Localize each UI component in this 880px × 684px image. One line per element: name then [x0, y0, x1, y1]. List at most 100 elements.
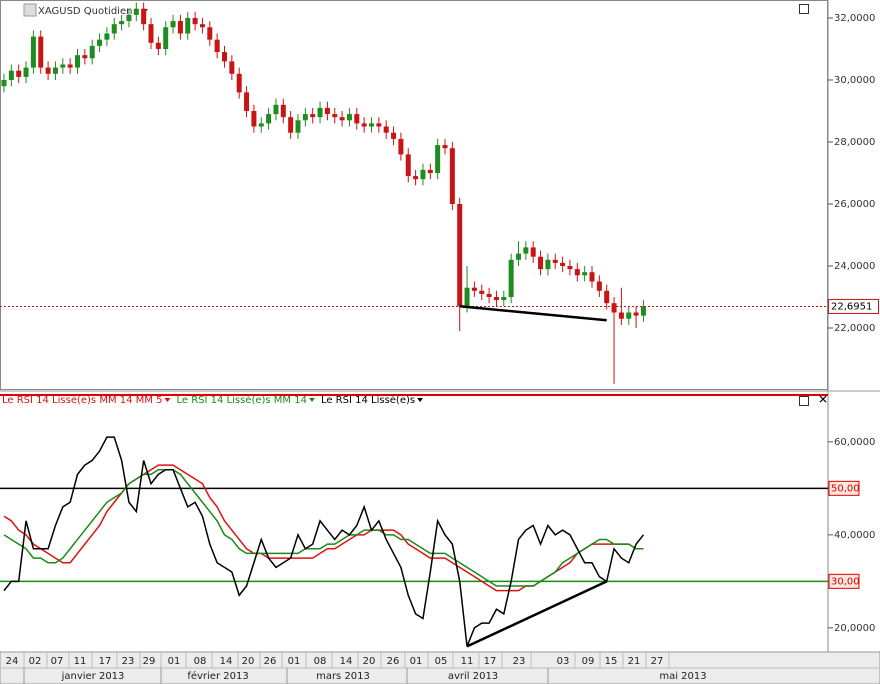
x-tick-label: 27: [651, 656, 664, 667]
candle-body: [38, 36, 44, 68]
candle-body: [354, 114, 360, 124]
candle-body: [295, 120, 301, 133]
close-button[interactable]: ✕: [818, 393, 828, 407]
candle-body: [82, 55, 88, 59]
maximize-button[interactable]: [799, 396, 809, 406]
candle-body: [185, 17, 191, 34]
x-tick-label: 14: [340, 656, 353, 667]
month-label: février 2013: [187, 670, 248, 682]
candle-body: [1, 79, 7, 87]
x-tick-label: 21: [628, 656, 641, 667]
candle-body: [148, 24, 154, 43]
x-tick-label: 01: [168, 656, 181, 667]
legend-label: Le RSI 14 Lissé(e)s: [321, 394, 415, 406]
candle-body: [567, 265, 573, 270]
level-label: 30,00: [831, 576, 860, 587]
level-label: 50,00: [831, 483, 860, 494]
candle-body: [288, 117, 294, 133]
candle-body: [457, 203, 463, 307]
candle-body: [133, 8, 139, 15]
legend-dropdown: [417, 398, 424, 402]
x-tick-label: 08: [314, 656, 327, 667]
candle-body: [508, 259, 514, 297]
candle-body: [427, 169, 433, 173]
candle-body: [16, 70, 22, 77]
candle-body: [192, 17, 198, 25]
candle-body: [229, 61, 235, 74]
candle-body: [442, 145, 448, 149]
candle-body: [413, 176, 419, 180]
candle-body: [266, 114, 272, 124]
candle-body: [361, 123, 367, 127]
rsi-line: [3, 468, 644, 587]
y-tick-label: 22,0000: [834, 323, 875, 334]
x-tick-label: 17: [99, 656, 112, 667]
candle-body: [464, 287, 470, 307]
candle-body: [273, 104, 279, 115]
candle-body: [486, 293, 492, 297]
x-tick-label: 01: [410, 656, 423, 667]
x-tick-label: 23: [513, 656, 526, 667]
candle-body: [302, 114, 308, 121]
candle-body: [199, 24, 205, 28]
candle-body: [582, 272, 588, 276]
candle-body: [538, 256, 544, 270]
candle-body: [155, 42, 161, 49]
legend-dropdown: [164, 398, 171, 402]
legend-label: Le RSI 14 Lissé(e)s MM 14: [176, 394, 306, 406]
candle-body: [435, 145, 441, 173]
month-label: mai 2013: [659, 671, 706, 682]
y-tick-label: 20,0000: [834, 623, 875, 634]
candle-body: [244, 92, 250, 111]
legend-dropdown: [308, 398, 315, 402]
candle-body: [141, 8, 147, 25]
candle-body: [324, 107, 330, 115]
y-tick-label: 26,0000: [834, 199, 875, 210]
candle-body: [89, 45, 95, 59]
x-tick-label: 05: [435, 656, 448, 667]
candle-body: [405, 154, 411, 177]
candle-body: [207, 27, 213, 40]
candle-body: [611, 303, 617, 313]
last-price-box: [828, 298, 879, 314]
candle-body: [626, 312, 632, 319]
x-tick-label: 14: [220, 656, 233, 667]
candle-body: [376, 123, 382, 127]
y-tick-label: 28,0000: [834, 137, 875, 148]
x-tick-label: 24: [6, 656, 19, 667]
candle-body: [310, 114, 316, 118]
maximize-button[interactable]: [799, 4, 809, 14]
candle-body: [471, 287, 477, 291]
candle-body: [545, 259, 551, 270]
trend-line: [466, 580, 608, 648]
x-tick-label: 26: [387, 656, 400, 667]
level-label-box: [828, 573, 860, 589]
candle-body: [516, 253, 521, 260]
candle-body: [177, 21, 183, 34]
candle-body: [104, 33, 110, 40]
candle-body: [574, 269, 580, 276]
candle-body: [493, 296, 499, 301]
chart-title[interactable]: XAGUSD Quotidien: [38, 6, 132, 17]
trend-line: [459, 305, 607, 322]
symbol-icon[interactable]: [23, 3, 37, 17]
y-tick-label: 24,0000: [834, 261, 875, 272]
candle-body: [346, 114, 352, 121]
x-tick-label: 07: [51, 656, 64, 667]
candle-body: [280, 104, 286, 118]
candle-body: [339, 117, 345, 121]
candle-body: [589, 272, 595, 282]
candle-body: [501, 296, 507, 301]
x-tick-label: 11: [461, 656, 474, 667]
candle-body: [75, 55, 80, 68]
x-tick-label: 20: [242, 656, 255, 667]
candle-body: [214, 39, 220, 53]
candle-body: [449, 148, 455, 204]
rsi-line: [3, 436, 645, 647]
y-tick-label: 30,0000: [834, 75, 875, 86]
candle-body: [236, 73, 242, 93]
candle-body: [258, 123, 264, 127]
candle-body: [163, 27, 169, 49]
